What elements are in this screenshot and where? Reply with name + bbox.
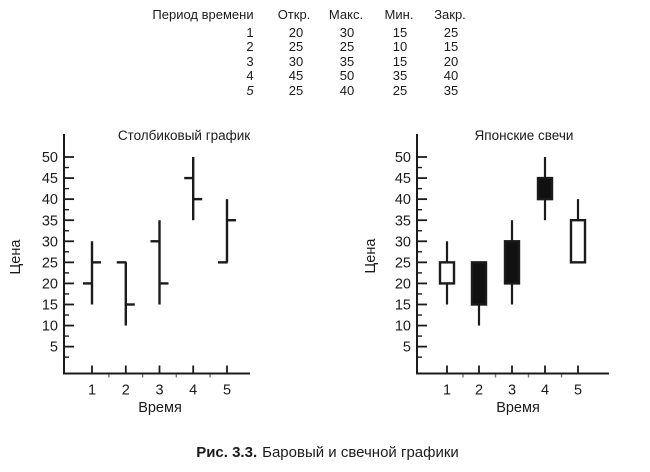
table-header: Мин.: [384, 7, 414, 22]
x-tick-label: 2: [475, 383, 483, 399]
table-value-cell: 20: [288, 24, 304, 40]
table-period-cell: 5: [246, 82, 254, 98]
x-tick-label: 5: [223, 383, 231, 399]
table-period-cell: 1: [246, 24, 254, 40]
table-period-cell: 3: [246, 53, 254, 69]
x-axis-label: Время: [496, 400, 540, 416]
y-tick-label: 40: [42, 192, 58, 208]
figure-caption: Рис. 3.3. Баровый и свечной графики: [0, 445, 650, 461]
y-tick-label: 5: [50, 340, 58, 356]
table-header: Откр.: [277, 7, 311, 22]
y-tick-label: 35: [42, 213, 58, 229]
candlestick: [569, 199, 587, 264]
table-value-cell: 20: [443, 53, 459, 69]
y-tick-label: 45: [42, 171, 58, 187]
y-tick-label: 10: [395, 319, 411, 335]
candlestick: [503, 220, 521, 305]
caption-number: Рис. 3.3.: [196, 444, 258, 461]
y-tick-label: 10: [42, 319, 58, 335]
table-value-cell: 25: [392, 82, 408, 98]
bear-candle-body: [503, 240, 521, 285]
table-value-cell: 50: [339, 68, 355, 83]
x-tick-label: 1: [443, 383, 451, 399]
table-value-cell: 25: [339, 39, 355, 54]
x-axis-label: Время: [138, 400, 182, 416]
table-value-cell: 25: [443, 24, 459, 40]
candlestick: [536, 157, 554, 221]
y-tick-label: 50: [42, 150, 58, 166]
table-value-cell: 25: [288, 39, 304, 54]
y-tick-label: 20: [42, 276, 58, 292]
table-value-cell: 15: [392, 53, 408, 69]
table-header: Закр.: [434, 7, 466, 22]
table-period-cell: 2: [246, 39, 254, 54]
candlestick: [438, 241, 456, 305]
ohlc-bar: [116, 261, 135, 326]
table-value-cell: 45: [288, 68, 304, 83]
y-tick-label: 50: [395, 150, 411, 166]
y-axis-label: Цена: [8, 239, 24, 275]
x-tick-label: 4: [189, 383, 197, 399]
candlestick: [470, 261, 488, 326]
x-tick-label: 3: [155, 383, 163, 399]
table-header: Период времени: [152, 7, 254, 22]
table-value-cell: 10: [392, 39, 408, 54]
table-value-cell: 15: [443, 39, 459, 54]
table-value-cell: 30: [339, 24, 355, 40]
table-period-cell: 4: [246, 68, 254, 83]
caption-text: Баровый и свечной графики: [262, 444, 459, 461]
bull-candle-body: [569, 219, 587, 264]
table-value-cell: 15: [392, 24, 408, 40]
y-tick-label: 15: [395, 298, 411, 314]
ohlc-bar: [83, 241, 101, 305]
x-tick-label: 2: [122, 383, 130, 399]
y-tick-label: 25: [42, 255, 58, 271]
table-header: Макс.: [328, 7, 364, 22]
table-value-cell: 35: [339, 53, 355, 69]
bear-candle-body: [536, 176, 554, 201]
y-tick-label: 15: [42, 298, 58, 314]
y-tick-label: 25: [395, 255, 411, 271]
bull-candle-body: [438, 261, 456, 285]
ohlc-bar: [218, 199, 236, 264]
table-value-cell: 35: [392, 68, 408, 83]
chart-title: Столбиковый график: [118, 128, 250, 143]
table-value-cell: 40: [443, 68, 459, 83]
ohlc-bar: [150, 220, 169, 305]
chart-title: Японские свечи: [475, 128, 574, 143]
bear-candle-body: [470, 261, 488, 306]
ohlc-bar: [184, 157, 203, 221]
y-tick-label: 20: [395, 276, 411, 292]
y-tick-label: 5: [403, 340, 411, 356]
y-tick-label: 30: [42, 234, 58, 250]
table-value-cell: 25: [288, 82, 304, 98]
y-tick-label: 35: [395, 213, 411, 229]
y-tick-label: 40: [395, 192, 411, 208]
table-value-cell: 30: [288, 53, 304, 69]
x-tick-label: 5: [574, 383, 582, 399]
y-tick-label: 30: [395, 234, 411, 250]
table-value-cell: 40: [339, 82, 355, 98]
x-tick-label: 3: [508, 383, 516, 399]
y-axis-label: Цена: [363, 238, 379, 274]
y-tick-label: 45: [395, 171, 411, 187]
x-tick-label: 4: [541, 383, 549, 399]
table-value-cell: 35: [443, 82, 459, 98]
x-tick-label: 1: [88, 383, 96, 399]
